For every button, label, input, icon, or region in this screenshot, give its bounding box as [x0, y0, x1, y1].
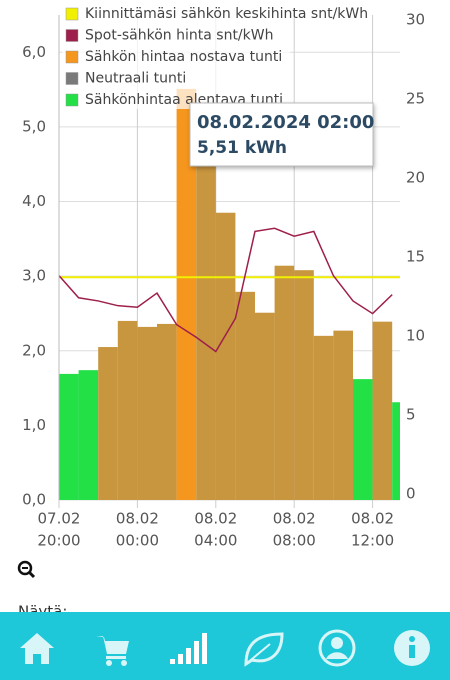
bars [59, 88, 400, 500]
y-tick-label: 0,0 [22, 491, 46, 509]
cart-icon[interactable] [96, 636, 129, 666]
x-tick-label: 12:00 [351, 532, 394, 550]
y-tick-label: 3,0 [22, 267, 46, 285]
bar [353, 379, 373, 500]
bar [117, 320, 138, 500]
chart: 0,0 1,0 2,0 3,0 4,0 5,0 6,0 0 5 10 15 20 25 30 07.02 20… [22, 3, 425, 550]
y2-tick-label: 10 [406, 327, 425, 345]
x-tick-label: 08.02 [351, 510, 394, 528]
x-tick-label: 00:00 [116, 532, 159, 550]
info-icon[interactable] [394, 630, 430, 666]
legend-swatch [65, 93, 79, 107]
bar [372, 321, 393, 500]
y-tick-label: 5,0 [22, 117, 46, 135]
x-tick-label: 08.02 [116, 510, 159, 528]
x-tick-label: 08.02 [273, 510, 316, 528]
y2-tick-label: 25 [406, 90, 425, 108]
bar [176, 88, 197, 500]
legend-swatch [65, 72, 79, 85]
tooltip: 08.02.2024 02:00 5,51 kWh [189, 102, 374, 167]
bar [294, 270, 314, 500]
bar [157, 323, 177, 500]
bar [333, 330, 353, 500]
profile-icon[interactable] [318, 629, 356, 667]
legend-swatch [65, 29, 79, 42]
legend: Kiinnittämäsi sähkön keskihinta snt/kWh S… [62, 3, 368, 109]
x-tick-label: 08:00 [273, 532, 316, 550]
x-tick-label: 04:00 [194, 532, 237, 550]
bar [392, 402, 400, 500]
nav-bar [0, 612, 450, 680]
y2-tick-label: 20 [406, 169, 425, 187]
y2-tick-label: 0 [406, 485, 416, 503]
bar [274, 265, 295, 500]
y2-tick-label: 30 [406, 11, 425, 29]
stats-icon[interactable] [170, 633, 207, 664]
bar [59, 373, 79, 500]
y-tick-label: 6,0 [22, 43, 46, 61]
price-line [58, 227, 393, 353]
bar [255, 312, 275, 500]
bar [78, 370, 99, 500]
legend-bg [62, 3, 290, 109]
legend-swatch [65, 50, 79, 64]
tooltip-box [189, 102, 374, 167]
bar [137, 326, 157, 500]
x-tick-label: 20:00 [37, 532, 80, 550]
legend-label: Spot-sähkön hinta snt/kWh [85, 28, 273, 44]
x-tick-label: 08.02 [194, 510, 237, 528]
bar [215, 212, 236, 500]
legend-label: Kiinnittämäsi sähkön keskihinta snt/kWh [85, 6, 368, 22]
y2-tick-label: 5 [406, 406, 416, 424]
bar [196, 155, 216, 500]
bar [235, 291, 255, 500]
bar [313, 335, 334, 500]
zoom-out-button[interactable] [17, 560, 36, 579]
y-tick-label: 1,0 [22, 416, 46, 434]
legend-label: Neutraali tunti [85, 71, 186, 87]
legend-label: Sähkön hintaa nostava tunti [85, 49, 282, 65]
tooltip-title: 08.02.2024 02:00 [197, 112, 374, 133]
x-tick-label: 07.02 [38, 510, 81, 528]
y2-tick-label: 15 [406, 248, 425, 266]
y-tick-label: 4,0 [22, 192, 46, 210]
legend-swatch [65, 7, 79, 21]
tooltip-value: 5,51 kWh [197, 138, 287, 158]
home-icon[interactable] [20, 633, 54, 664]
y-tick-label: 2,0 [22, 341, 46, 359]
bar [98, 347, 118, 500]
leaf-icon[interactable] [244, 632, 284, 667]
